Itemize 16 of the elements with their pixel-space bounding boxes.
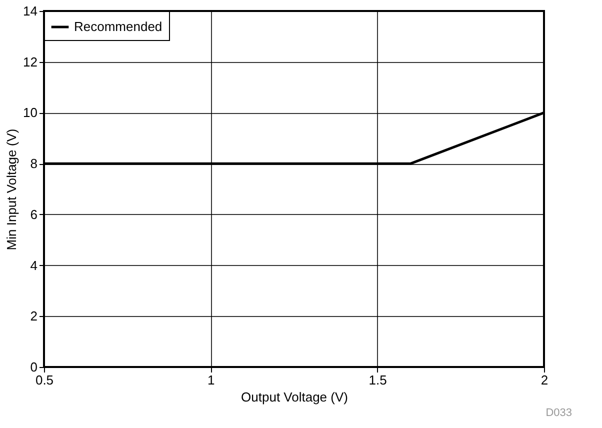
y-tick-label: 4 <box>30 258 38 273</box>
x-tick-label: 2 <box>540 372 548 388</box>
y-tick-label: 6 <box>30 206 38 222</box>
x-tick-label: 1 <box>208 372 215 388</box>
x-tick-label: 1.5 <box>368 372 387 388</box>
x-tick-label: 0.5 <box>35 372 54 388</box>
y-axis-title: Min Input Voltage (V) <box>4 128 20 250</box>
y-tick-label: 10 <box>23 105 38 120</box>
y-tick-label: 12 <box>23 54 38 70</box>
y-tick-label: 14 <box>23 4 38 18</box>
y-tick-label: 0 <box>30 360 38 374</box>
legend-label: Recommended <box>74 19 162 34</box>
y-tick-label: 8 <box>30 156 38 172</box>
text: D033 <box>546 407 572 419</box>
x-axis-title: Output Voltage (V) <box>241 390 348 404</box>
y-tick-label: 2 <box>30 308 38 324</box>
